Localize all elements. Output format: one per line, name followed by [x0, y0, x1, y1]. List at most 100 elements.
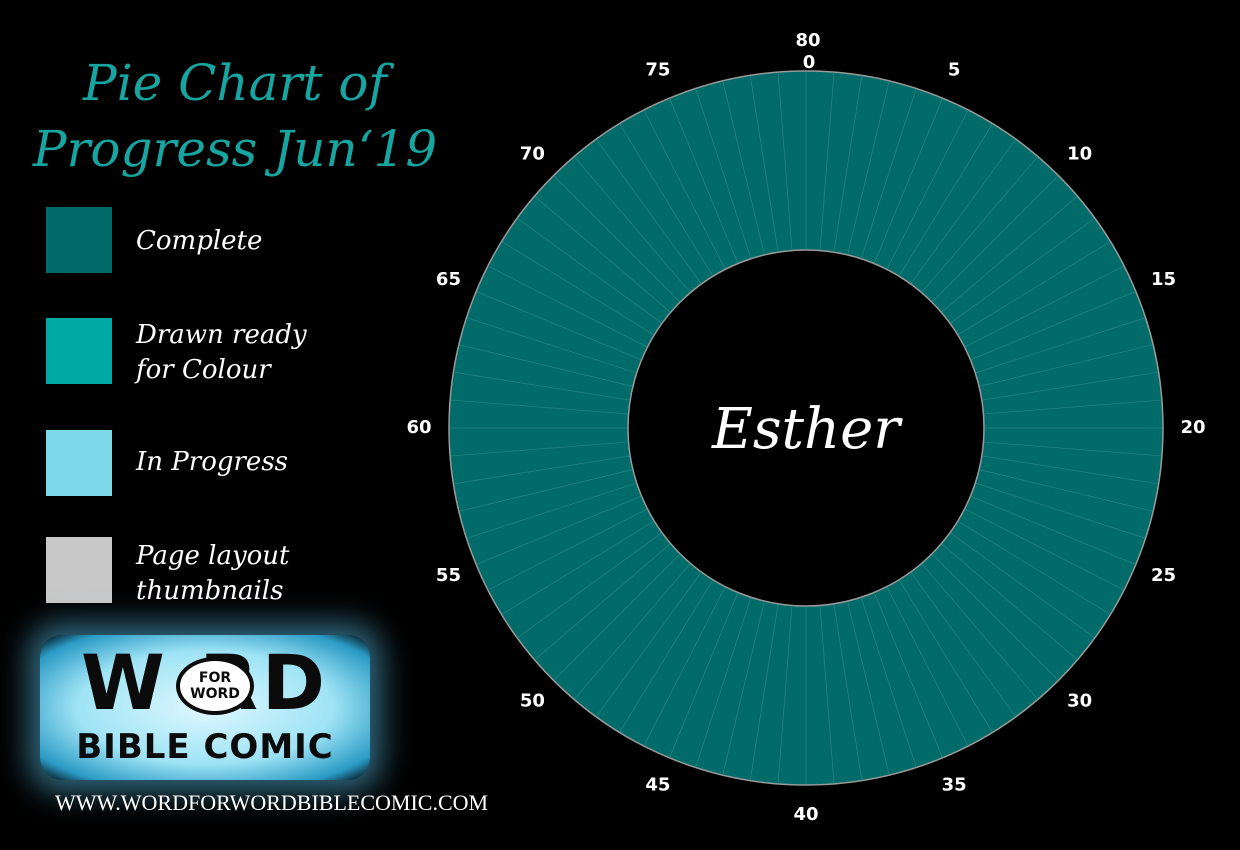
- page-divider: [573, 563, 691, 700]
- page-divider: [595, 571, 702, 718]
- page-divider: [833, 603, 863, 781]
- page-divider: [949, 532, 1096, 639]
- page-divider: [983, 441, 1162, 457]
- page-divider: [970, 291, 1136, 361]
- page-divider: [978, 344, 1154, 387]
- legend-swatch-drawn-ready: [46, 318, 112, 384]
- page-divider: [516, 532, 663, 639]
- page-divider: [975, 482, 1146, 539]
- page-divider: [501, 241, 655, 336]
- page-divider: [722, 80, 765, 256]
- tick-label-80: 80: [795, 30, 820, 51]
- page-divider: [534, 543, 671, 661]
- page-divider: [898, 579, 993, 733]
- tick-labels: 0 5 10 15 20 25 30 35 40 45 50 55 60 65 70 75 80: [406, 30, 1205, 825]
- page-divider: [669, 98, 739, 264]
- page-divider: [860, 88, 917, 259]
- page-divider: [910, 571, 1017, 718]
- tick-label-5: 5: [948, 59, 961, 80]
- page-divider: [833, 75, 863, 253]
- page-divider: [553, 175, 681, 303]
- title-line-2: Progress Jun‘19: [32, 120, 438, 178]
- tick-label-75: 75: [645, 59, 670, 80]
- page-divider: [847, 600, 890, 776]
- page-divider: [476, 291, 642, 361]
- page-divider: [695, 88, 752, 259]
- page-divider: [595, 138, 702, 285]
- page-divider: [983, 399, 1162, 415]
- page-divider: [643, 586, 726, 747]
- page-divider: [941, 195, 1078, 313]
- page-divider: [487, 508, 648, 591]
- page-divider: [819, 605, 835, 784]
- tick-label-55: 55: [436, 565, 461, 586]
- tick-label-40: 40: [793, 804, 818, 825]
- legend-label-drawn-ready: Drawn ready for Colour: [136, 320, 307, 385]
- page-divider: [534, 195, 671, 313]
- page-divider: [860, 597, 917, 768]
- page-divider: [910, 138, 1017, 285]
- page-divider: [777, 605, 793, 784]
- legend-label-complete: Complete: [136, 226, 263, 256]
- page-divider: [941, 543, 1078, 661]
- page-divider: [487, 265, 648, 348]
- page-divider: [921, 563, 1039, 700]
- website-url: WWW.WORDFORWORDBIBLECOMIC.COM: [55, 790, 489, 815]
- page-divider: [921, 156, 1039, 293]
- page-divider: [501, 520, 655, 615]
- page-divider: [695, 597, 752, 768]
- page-divider: [749, 75, 779, 253]
- page-divider: [981, 455, 1159, 485]
- tick-label-65: 65: [436, 269, 461, 290]
- page-divider: [777, 72, 793, 251]
- chart-title: Pie Chart of Progress Jun‘19: [30, 50, 440, 182]
- logo-bubble-bottom: WORD: [190, 686, 240, 702]
- page-divider: [978, 469, 1154, 512]
- page-divider: [619, 579, 714, 733]
- word-for-word-logo: W RD FOR WORD BIBLE COMIC: [40, 635, 370, 780]
- tick-label-50: 50: [520, 691, 545, 712]
- legend-label-thumbnails: Page layout thumbnails: [136, 541, 290, 606]
- legend-swatch-thumbnails: [46, 537, 112, 603]
- page-divider: [619, 123, 714, 277]
- page-dividers: [449, 71, 1163, 785]
- page-divider: [949, 217, 1096, 324]
- tick-label-15: 15: [1151, 269, 1176, 290]
- tick-label-0: 0: [803, 52, 816, 73]
- page-divider: [981, 371, 1159, 401]
- page-divider: [964, 508, 1125, 591]
- legend-swatch-complete: [46, 207, 112, 273]
- page-divider: [749, 603, 779, 781]
- page-divider: [722, 600, 765, 776]
- tick-label-35: 35: [942, 775, 967, 796]
- page-divider: [964, 265, 1125, 348]
- page-divider: [516, 217, 663, 324]
- center-label: Esther: [711, 397, 903, 462]
- page-divider: [450, 441, 629, 457]
- page-divider: [453, 371, 631, 401]
- page-divider: [573, 156, 691, 293]
- page-divider: [553, 553, 681, 681]
- tick-label-45: 45: [645, 775, 670, 796]
- tick-label-25: 25: [1151, 565, 1176, 586]
- page-divider: [450, 399, 629, 415]
- page-divider: [458, 469, 634, 512]
- tick-label-60: 60: [406, 417, 431, 438]
- page-divider: [886, 109, 969, 270]
- page-divider: [931, 175, 1059, 303]
- page-divider: [873, 98, 943, 264]
- page-divider: [975, 317, 1146, 374]
- page-divider: [476, 495, 642, 565]
- page-divider: [957, 520, 1111, 615]
- page-divider: [453, 455, 631, 485]
- page-divider: [886, 586, 969, 747]
- logo-speech-bubble: FOR WORD: [176, 657, 254, 715]
- page-divider: [458, 344, 634, 387]
- page-divider: [970, 495, 1136, 565]
- page-divider: [669, 592, 739, 758]
- page-divider: [466, 317, 637, 374]
- page-divider: [819, 72, 835, 251]
- tick-label-70: 70: [520, 143, 545, 164]
